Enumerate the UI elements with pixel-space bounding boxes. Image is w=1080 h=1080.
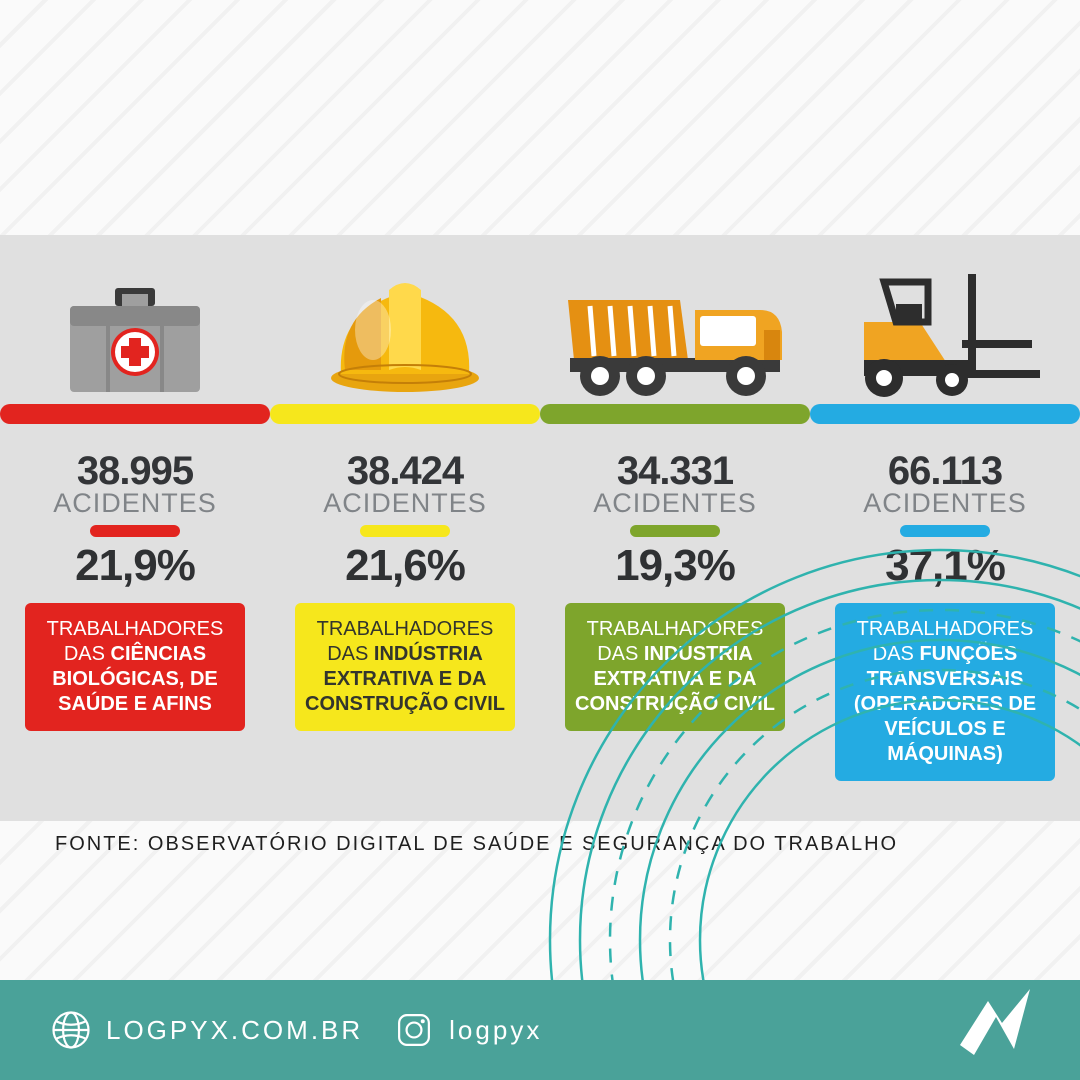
accident-label: ACIDENTES: [863, 488, 1027, 519]
forklift-icon: [850, 270, 1040, 400]
category-stat-column: 34.331ACIDENTES19,3%TRABALHADORES DAS IN…: [540, 449, 810, 781]
category-description-box: TRABALHADORES DAS INDÚSTRIA EXTRATIVA E …: [565, 603, 785, 731]
globe-icon: [50, 1009, 92, 1051]
category-icon-column: [810, 270, 1080, 400]
accident-percentage: 21,6%: [345, 541, 465, 591]
website-link[interactable]: LOGPYX.COM.BR: [50, 1009, 363, 1051]
mini-color-bar: [360, 525, 450, 537]
accident-label: ACIDENTES: [323, 488, 487, 519]
accident-label: ACIDENTES: [593, 488, 757, 519]
hardhat-icon: [325, 270, 485, 400]
medkit-icon-slot: [18, 270, 252, 400]
hardhat-icon-slot: [288, 270, 522, 400]
color-bar-segment: [810, 404, 1080, 424]
medkit-icon: [60, 280, 210, 400]
category-description-box: TRABALHADORES DAS CIÊNCIAS BIOLÓGICAS, D…: [25, 603, 245, 731]
accident-percentage: 19,3%: [615, 541, 735, 591]
website-text: LOGPYX.COM.BR: [106, 1015, 363, 1046]
instagram-text: logpyx: [449, 1015, 542, 1046]
mini-color-bar: [630, 525, 720, 537]
color-bar-segment: [0, 404, 270, 424]
category-stat-column: 38.424ACIDENTES21,6%TRABALHADORES DAS IN…: [270, 449, 540, 781]
logpyx-logo-icon: [940, 985, 1040, 1065]
infographic-panel: 38.995ACIDENTES21,9%TRABALHADORES DAS CI…: [0, 235, 1080, 821]
accident-percentage: 37,1%: [885, 541, 1005, 591]
forklift-icon-slot: [828, 270, 1062, 400]
category-color-bar: [0, 404, 1080, 424]
accident-percentage: 21,9%: [75, 541, 195, 591]
footer-bar: LOGPYX.COM.BR logpyx: [0, 980, 1080, 1080]
instagram-link[interactable]: logpyx: [393, 1009, 542, 1051]
stats-row: 38.995ACIDENTES21,9%TRABALHADORES DAS CI…: [0, 449, 1080, 781]
color-bar-segment: [270, 404, 540, 424]
icons-row: [0, 270, 1080, 400]
category-icon-column: [540, 270, 810, 400]
accident-label: ACIDENTES: [53, 488, 217, 519]
source-citation: FONTE: OBSERVATÓRIO DIGITAL DE SAÚDE E S…: [55, 833, 898, 856]
category-icon-column: [0, 270, 270, 400]
mini-color-bar: [900, 525, 990, 537]
color-bar-segment: [540, 404, 810, 424]
mini-color-bar: [90, 525, 180, 537]
category-stat-column: 38.995ACIDENTES21,9%TRABALHADORES DAS CI…: [0, 449, 270, 781]
category-icon-column: [270, 270, 540, 400]
truck-icon-slot: [558, 270, 792, 400]
category-description-box: TRABALHADORES DAS INDÚSTRIA EXTRATIVA E …: [295, 603, 515, 731]
dump-truck-icon: [560, 280, 790, 400]
category-description-box: TRABALHADORES DAS FUNÇÕES TRANSVERSAIS (…: [835, 603, 1055, 781]
category-stat-column: 66.113ACIDENTES37,1%TRABALHADORES DAS FU…: [810, 449, 1080, 781]
instagram-icon: [393, 1009, 435, 1051]
